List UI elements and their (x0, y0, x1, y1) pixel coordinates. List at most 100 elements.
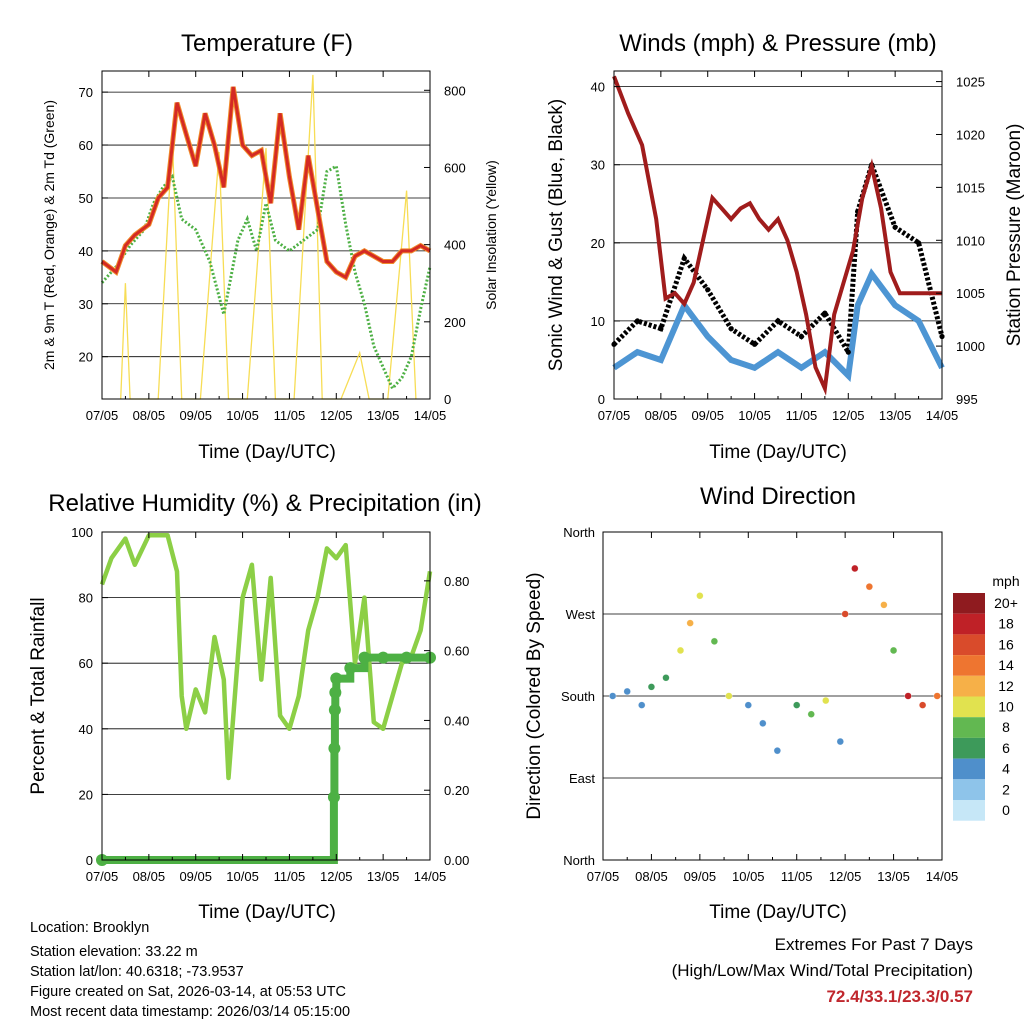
x-tick-label: 13/05 (877, 869, 910, 884)
direction-point (880, 601, 888, 609)
y-right-tick-label: 1005 (956, 286, 985, 301)
direction-point (647, 683, 655, 691)
y-right-tick-label: 600 (444, 160, 466, 175)
x-tick-label: 08/05 (133, 408, 166, 423)
y-right-tick-label: 1020 (956, 127, 985, 142)
legend-swatch (953, 655, 985, 676)
legend-label: 8 (1002, 719, 1010, 735)
y-tick-label: 70 (79, 85, 93, 100)
direction-point (836, 738, 844, 746)
extremes-values: 72.4/33.1/23.3/0.57 (826, 987, 973, 1006)
y-right-tick-label: 1015 (956, 180, 985, 195)
humidity-ylabel-left: Percent & Total Rainfall (28, 597, 49, 794)
gust-point (892, 224, 898, 230)
gust-point (728, 326, 734, 332)
legend-label: 12 (998, 678, 1014, 694)
precipitation-line (102, 653, 430, 864)
direction-point (807, 710, 815, 718)
y-tick-label: 20 (79, 787, 93, 802)
precipitation-point (329, 686, 342, 699)
y-tick-label: 60 (79, 656, 93, 671)
x-tick-label: 07/05 (587, 869, 620, 884)
legend-swatch (953, 634, 985, 656)
gust-point (634, 318, 641, 324)
direction-point (933, 692, 941, 700)
direction-ylabel-left: Direction (Colored By Speed) (524, 572, 545, 819)
direction-point (904, 692, 912, 700)
temp-2m-line (101, 86, 431, 280)
legend-swatch (953, 613, 985, 635)
x-tick-label: 07/05 (86, 408, 119, 423)
direction-point (676, 646, 685, 654)
x-tick-label: 13/05 (367, 869, 400, 884)
direction-point (841, 610, 849, 618)
x-tick-label: 14/05 (926, 408, 959, 423)
legend-label: 10 (998, 699, 1014, 715)
y-right-tick-label: 0.20 (444, 783, 469, 798)
humidity-series (96, 533, 436, 866)
y-right-tick-label: 1010 (956, 233, 985, 248)
direction-title: Wind Direction (700, 483, 856, 510)
direction-ticks: 07/05 08/05 09/05 10/05 11/05 12/05 13/05 14/05… (561, 525, 958, 884)
legend-title: mph (992, 573, 1019, 589)
legend-swatch (953, 758, 985, 780)
y-tick-label: 100 (71, 525, 93, 540)
direction-point (822, 697, 830, 705)
x-tick-label: 11/05 (781, 869, 813, 884)
direction-point (710, 637, 718, 645)
x-tick-label: 10/05 (226, 869, 259, 884)
precipitation-point (400, 651, 413, 664)
y-tick-label: 50 (79, 191, 93, 206)
x-tick-label: 12/05 (320, 408, 353, 423)
direction-point (793, 701, 801, 709)
x-tick-label: 07/05 (86, 869, 119, 884)
gust-point (822, 310, 828, 316)
direction-point (662, 674, 670, 682)
y-tick-label: 20 (591, 236, 605, 251)
temperature-ylabel-left: 2m & 9m T (Red, Orange) & 2m Td (Green) (41, 100, 57, 370)
direction-tick-label: East (569, 771, 595, 786)
gust-point (798, 333, 805, 340)
humidity-frame (101, 531, 431, 861)
legend-swatch (953, 737, 985, 759)
x-tick-label: 09/05 (691, 408, 724, 423)
winds-xlabel: Time (Day/UTC) (709, 442, 847, 463)
gust-point (845, 349, 851, 355)
direction-point (759, 719, 767, 727)
y-right-tick-label: 1025 (956, 75, 985, 90)
direction-point (638, 701, 646, 709)
y-tick-label: 40 (79, 722, 93, 737)
direction-series (609, 564, 941, 755)
gust-point (658, 326, 664, 332)
temperature-series (100, 74, 432, 400)
latlon-text: Station lat/lon: 40.6318; -73.9537 (30, 964, 244, 980)
y-tick-label: 60 (79, 138, 93, 153)
precipitation-point (358, 651, 371, 664)
direction-point (865, 583, 873, 591)
y-tick-label: 20 (79, 350, 93, 365)
y-right-tick-label: 995 (956, 392, 978, 407)
winds-series (611, 75, 945, 396)
winds-panel: Winds (mph) & Pressure (mb) 07/05 08/05 09… (546, 30, 1024, 463)
y-tick-label: 40 (79, 244, 93, 259)
legend-swatch (953, 696, 985, 718)
x-tick-label: 08/05 (635, 869, 668, 884)
y-right-tick-label: 0.40 (444, 713, 469, 728)
legend-swatch (953, 675, 985, 697)
direction-panel: Wind Direction 07/05 08/05 09/05 10/05 11/05… (524, 483, 1020, 923)
x-tick-label: 08/05 (645, 408, 678, 423)
x-tick-label: 12/05 (832, 408, 865, 423)
direction-point (696, 592, 704, 600)
elevation-text: Station elevation: 33.22 m (30, 944, 198, 960)
direction-point (609, 692, 617, 700)
dewpoint-line (100, 163, 432, 392)
direction-point (919, 701, 927, 709)
x-tick-label: 13/05 (367, 408, 400, 423)
temperature-frame (101, 70, 431, 400)
direction-point (686, 619, 694, 627)
location-text: Location: Brooklyn (30, 920, 150, 936)
precipitation-point (327, 791, 340, 804)
y-right-tick-label: 200 (444, 315, 466, 330)
y-right-tick-label: 800 (444, 83, 466, 98)
